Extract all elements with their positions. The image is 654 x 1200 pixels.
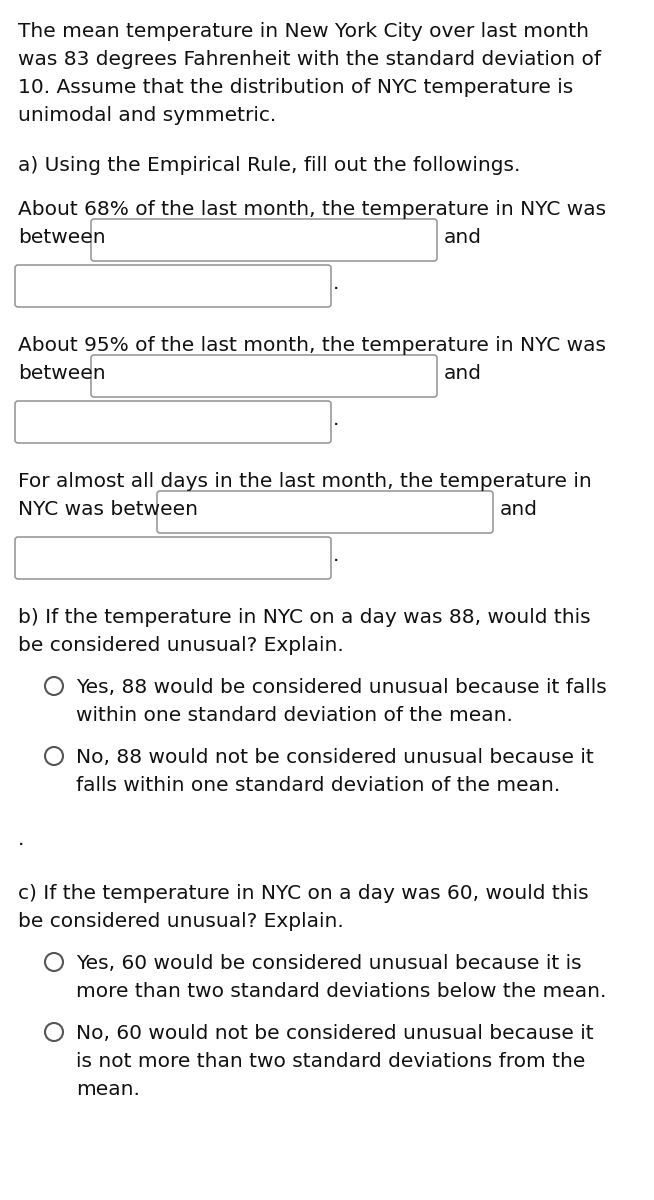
Text: mean.: mean.	[76, 1080, 140, 1099]
FancyBboxPatch shape	[15, 401, 331, 443]
Text: .: .	[18, 830, 24, 850]
Text: is not more than two standard deviations from the: is not more than two standard deviations…	[76, 1052, 585, 1070]
Text: and: and	[444, 228, 482, 247]
FancyBboxPatch shape	[91, 355, 437, 397]
FancyBboxPatch shape	[157, 491, 493, 533]
Text: be considered unusual? Explain.: be considered unusual? Explain.	[18, 912, 344, 931]
Text: c) If the temperature in NYC on a day was 60, would this: c) If the temperature in NYC on a day wa…	[18, 884, 589, 902]
FancyBboxPatch shape	[15, 538, 331, 578]
Text: between: between	[18, 364, 106, 383]
Text: For almost all days in the last month, the temperature in: For almost all days in the last month, t…	[18, 472, 592, 491]
Text: between: between	[18, 228, 106, 247]
Text: and: and	[444, 364, 482, 383]
Text: unimodal and symmetric.: unimodal and symmetric.	[18, 106, 276, 125]
Text: within one standard deviation of the mean.: within one standard deviation of the mea…	[76, 706, 513, 725]
Text: was 83 degrees Fahrenheit with the standard deviation of: was 83 degrees Fahrenheit with the stand…	[18, 50, 601, 68]
FancyBboxPatch shape	[15, 265, 331, 307]
Text: The mean temperature in New York City over last month: The mean temperature in New York City ov…	[18, 22, 589, 41]
FancyBboxPatch shape	[91, 218, 437, 260]
Text: a) Using the Empirical Rule, fill out the followings.: a) Using the Empirical Rule, fill out th…	[18, 156, 521, 175]
Text: Yes, 60 would be considered unusual because it is: Yes, 60 would be considered unusual beca…	[76, 954, 581, 973]
Text: Yes, 88 would be considered unusual because it falls: Yes, 88 would be considered unusual beca…	[76, 678, 607, 697]
Text: .: .	[333, 410, 339, 428]
Text: more than two standard deviations below the mean.: more than two standard deviations below …	[76, 982, 606, 1001]
Text: 10. Assume that the distribution of NYC temperature is: 10. Assume that the distribution of NYC …	[18, 78, 574, 97]
Text: No, 60 would not be considered unusual because it: No, 60 would not be considered unusual b…	[76, 1024, 594, 1043]
Text: No, 88 would not be considered unusual because it: No, 88 would not be considered unusual b…	[76, 748, 594, 767]
Text: .: .	[333, 274, 339, 293]
Text: b) If the temperature in NYC on a day was 88, would this: b) If the temperature in NYC on a day wa…	[18, 608, 591, 626]
Text: be considered unusual? Explain.: be considered unusual? Explain.	[18, 636, 344, 655]
Text: NYC was between: NYC was between	[18, 500, 198, 518]
Text: About 68% of the last month, the temperature in NYC was: About 68% of the last month, the tempera…	[18, 200, 606, 218]
Text: .: .	[333, 546, 339, 565]
Text: and: and	[500, 500, 538, 518]
Text: falls within one standard deviation of the mean.: falls within one standard deviation of t…	[76, 776, 560, 794]
Text: About 95% of the last month, the temperature in NYC was: About 95% of the last month, the tempera…	[18, 336, 606, 355]
